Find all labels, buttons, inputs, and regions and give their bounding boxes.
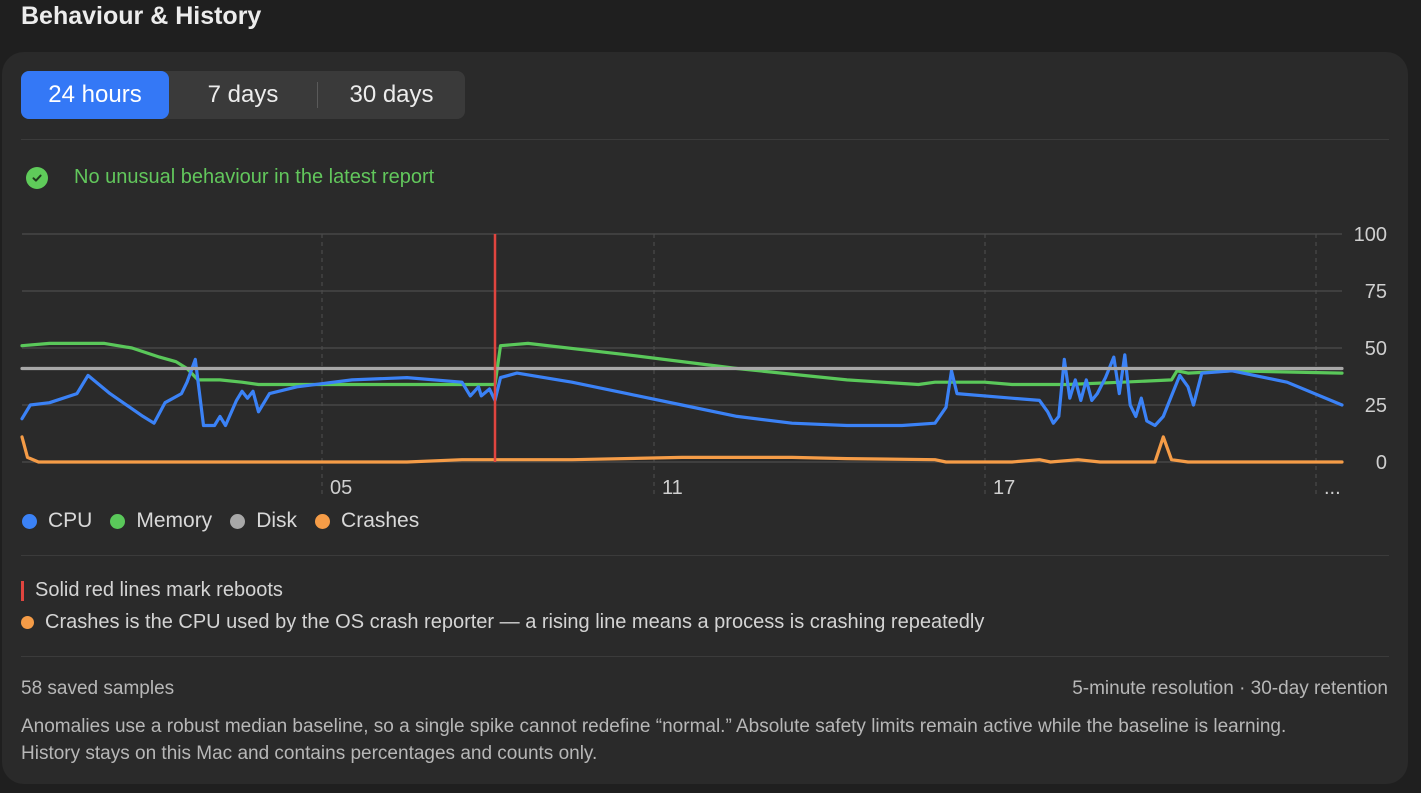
- tab-24-hours[interactable]: 24 hours: [21, 71, 169, 119]
- x-tick-label: 11: [662, 477, 683, 499]
- legend-label-crashes: Crashes: [341, 509, 420, 532]
- divider: [21, 139, 1389, 140]
- divider: [21, 555, 1389, 556]
- divider: [21, 656, 1389, 657]
- series-line-memory: [20, 341, 1344, 387]
- saved-samples-count: 58 saved samples: [21, 678, 175, 699]
- crashes-note-text: Crashes is the CPU used by the OS crash …: [45, 611, 985, 633]
- chart-legend: CPU Memory Disk Crashes: [22, 509, 437, 533]
- y-tick-label: 100: [1354, 224, 1387, 246]
- tab-30-days[interactable]: 30 days: [349, 81, 434, 108]
- legend-label-disk: Disk: [256, 509, 298, 532]
- legend-item-memory: Memory: [110, 509, 212, 533]
- history-chart: 100 75 50 25 0 05 11 17...: [20, 224, 1387, 499]
- cpu-dot-icon: [22, 513, 37, 529]
- legend-label-cpu: CPU: [48, 509, 93, 532]
- page-title: Behaviour & History: [21, 2, 262, 30]
- baseline-description: Anomalies use a robust median baseline, …: [21, 716, 1287, 764]
- series-line-crashes: [20, 435, 1344, 464]
- memory-dot-icon: [110, 513, 126, 529]
- segment-separator: [317, 82, 318, 108]
- checkmark-circle-icon: [26, 166, 48, 189]
- reboot-note: Solid red lines mark reboots: [21, 579, 283, 602]
- y-tick-label: 25: [1365, 395, 1387, 417]
- status-row: No unusual behaviour in the latest repor…: [26, 166, 434, 189]
- legend-label-memory: Memory: [136, 509, 213, 532]
- crashes-note: Crashes is the CPU used by the OS crash …: [21, 611, 984, 634]
- crashes-dot-icon: [315, 513, 331, 529]
- status-text: No unusual behaviour in the latest repor…: [74, 166, 435, 188]
- legend-item-crashes: Crashes: [315, 509, 419, 533]
- x-tick-label: 17: [993, 477, 1015, 499]
- time-range-segmented-control: 24 hours 7 days 30 days: [21, 71, 465, 119]
- series-line-cpu: [20, 353, 1344, 428]
- x-tick-label: 05: [330, 477, 352, 499]
- y-tick-label: 75: [1365, 281, 1387, 303]
- x-tick-label: ...: [1324, 477, 1341, 499]
- y-tick-label: 0: [1376, 452, 1387, 474]
- tab-7-days[interactable]: 7 days: [207, 81, 279, 108]
- disk-dot-icon: [230, 513, 246, 529]
- history-card: 24 hours 7 days 30 days No unusual behav…: [2, 52, 1408, 784]
- reboot-note-text: Solid red lines mark reboots: [35, 579, 283, 601]
- y-tick-label: 50: [1365, 338, 1387, 360]
- resolution-retention: 5-minute resolution · 30-day retention: [1072, 678, 1388, 699]
- reboot-marker-icon: [21, 580, 24, 601]
- legend-item-cpu: CPU: [22, 509, 92, 533]
- crashes-dot-icon: [21, 616, 34, 629]
- legend-item-disk: Disk: [230, 509, 297, 533]
